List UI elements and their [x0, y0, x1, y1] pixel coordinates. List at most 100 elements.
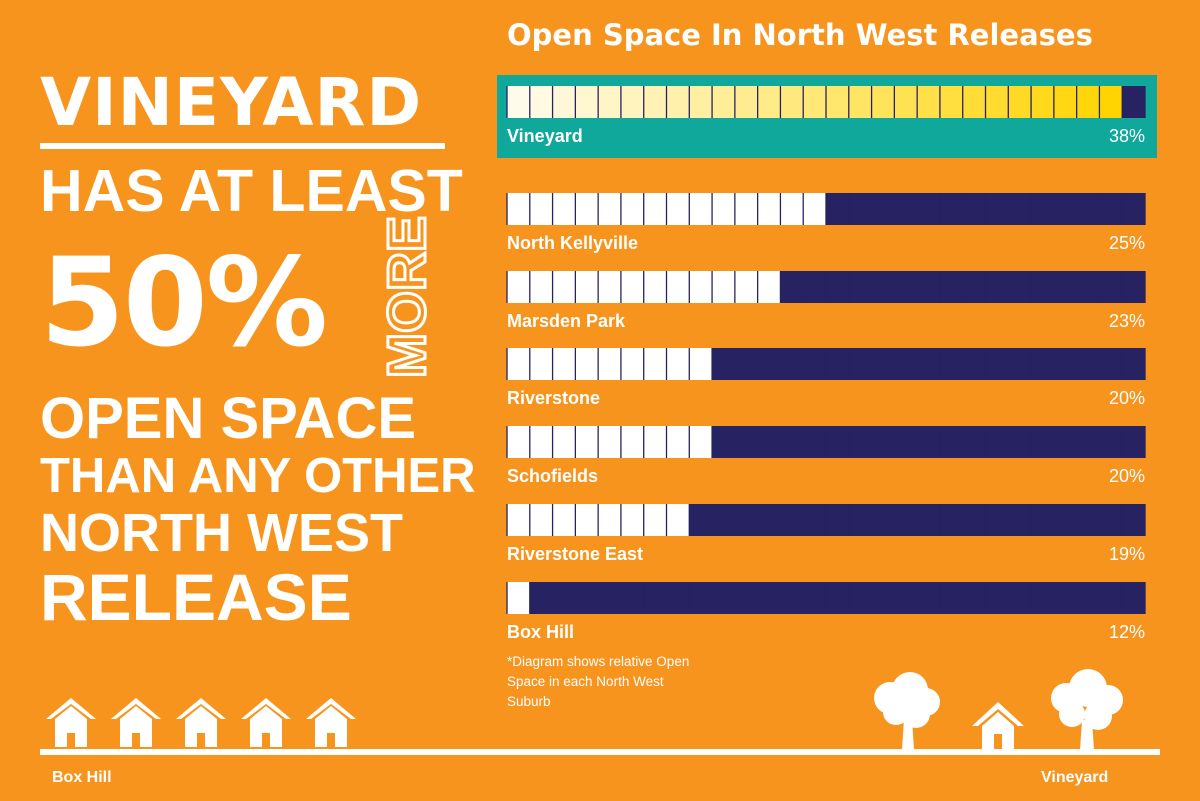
category-label: North Kellyville: [507, 233, 638, 253]
bar-segment-filled: [507, 348, 530, 380]
category-label: Riverstone: [507, 388, 600, 408]
value-label: 12%: [1109, 622, 1145, 642]
bar-segment-filled: [507, 504, 530, 536]
bar-segment-filled: [894, 86, 918, 118]
bar-segment-filled: [507, 426, 530, 458]
bar-segment-filled: [643, 504, 667, 536]
bar-segment-filled: [985, 86, 1009, 118]
bar-segment-filled: [529, 504, 553, 536]
bar-segment-filled: [598, 86, 621, 118]
bar-segment-filled: [734, 271, 758, 303]
bar-segment-filled: [598, 348, 621, 380]
bar-segment-filled: [643, 426, 667, 458]
bar-segment-filled: [1031, 86, 1054, 118]
bar-segment-filled: [1053, 86, 1077, 118]
headline-percent: 50%: [40, 232, 328, 374]
bar-segment-filled: [939, 86, 963, 118]
bar-segment-filled: [507, 86, 530, 118]
value-label: 19%: [1109, 544, 1145, 564]
bar-segment-filled: [962, 86, 986, 118]
headline-release: RELEASE: [40, 560, 352, 634]
bar-segment-filled: [689, 271, 713, 303]
bar-segment-filled: [712, 86, 735, 118]
bar-segment-filled: [575, 348, 599, 380]
bar-segment-filled: [1076, 86, 1100, 118]
bar-segment-filled: [507, 582, 530, 614]
bar-segment-filled: [552, 86, 576, 118]
bar-segment-filled: [848, 86, 872, 118]
bar-segment-filled: [666, 348, 690, 380]
bar-segment-filled: [620, 86, 644, 118]
bar-segment-filled: [507, 271, 530, 303]
bar-segment-filled: [507, 193, 530, 225]
category-label: Box Hill: [507, 622, 574, 642]
bar-segment-filled: [757, 193, 781, 225]
bar-segment-filled: [666, 86, 690, 118]
headline-than-any-other: THAN ANY OTHER: [40, 449, 476, 503]
bar-segment-filled: [575, 86, 599, 118]
bar-segment-filled: [575, 193, 599, 225]
bar-segment-filled: [757, 86, 781, 118]
bar-segment-filled: [620, 426, 644, 458]
value-label: 20%: [1109, 466, 1145, 486]
bar-segment-filled: [552, 193, 576, 225]
bar-segment-filled: [689, 86, 713, 118]
bar-segment-filled: [552, 271, 576, 303]
bar-segment-filled: [620, 193, 644, 225]
bar-segment-filled: [529, 426, 553, 458]
bar-segment-filled: [598, 426, 621, 458]
bar-segment-filled: [552, 504, 576, 536]
bar-segment-filled: [529, 348, 553, 380]
bar-segment-filled: [712, 193, 735, 225]
bar-segment-filled: [620, 504, 644, 536]
bar-segment-filled: [598, 504, 621, 536]
bar-segment-filled: [826, 86, 849, 118]
bar-segment-filled: [666, 504, 690, 536]
category-label: Riverstone East: [507, 544, 643, 564]
bar-segment-filled: [803, 86, 826, 118]
house-and-trees-icon: [874, 669, 1123, 750]
houses-row-icon: [46, 698, 356, 747]
bar-segment-filled: [871, 86, 895, 118]
bar-segment-filled: [780, 193, 804, 225]
category-label: Vineyard: [507, 126, 583, 146]
bar-segment-filled: [620, 348, 644, 380]
value-label: 25%: [1109, 233, 1145, 253]
category-label: Schofields: [507, 466, 598, 486]
bar-segment-filled: [575, 426, 599, 458]
bar-segment-filled: [598, 193, 621, 225]
bar-segment-filled: [552, 426, 576, 458]
bar-segment-filled: [643, 271, 667, 303]
box-hill-label: Box Hill: [52, 769, 112, 786]
bar-segment-filled: [1099, 86, 1123, 118]
bar-segment-filled: [529, 86, 553, 118]
bar-segment-filled: [552, 348, 576, 380]
bar-segment-filled: [757, 271, 781, 303]
value-label: 23%: [1109, 311, 1145, 331]
ground-line: [40, 749, 1160, 755]
bar-segment-filled: [689, 426, 713, 458]
category-label: Marsden Park: [507, 311, 626, 331]
bar-segment-filled: [575, 271, 599, 303]
headline-rule: [40, 143, 445, 149]
bar-segment-filled: [643, 193, 667, 225]
bar-segment-filled: [712, 271, 735, 303]
bar-segment-filled: [598, 271, 621, 303]
bar-segment-filled: [1008, 86, 1032, 118]
bar-segment-filled: [666, 271, 690, 303]
footnote: *Diagram shows relative Open Space in ea…: [507, 654, 690, 709]
bar-segment-filled: [529, 193, 553, 225]
bar-segment-filled: [666, 426, 690, 458]
chart-title: Open Space In North West Releases: [507, 18, 1093, 52]
bar-segment-filled: [575, 504, 599, 536]
value-label: 20%: [1109, 388, 1145, 408]
bar-segment-filled: [643, 86, 667, 118]
bar-segment-filled: [780, 86, 804, 118]
headline-open-space: OPEN SPACE: [40, 386, 417, 451]
headline-north-west: NORTH WEST: [40, 503, 403, 563]
value-label: 38%: [1109, 126, 1145, 146]
bar-segment-filled: [666, 193, 690, 225]
bar-segment-filled: [529, 271, 553, 303]
bar-segment-filled: [917, 86, 940, 118]
